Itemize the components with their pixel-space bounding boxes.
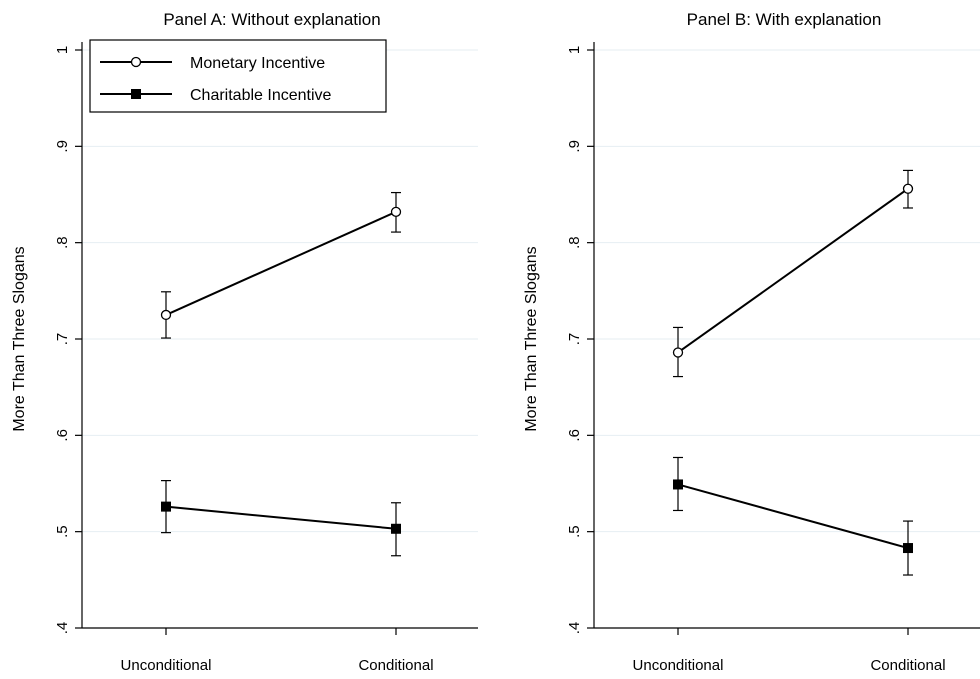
series-line [165, 210, 397, 316]
data-point-circle [160, 309, 172, 321]
x-tick-label: Conditional [870, 657, 945, 674]
y-tick-label: .4 [54, 622, 71, 635]
y-tick-label: .7 [54, 333, 71, 346]
y-tick-label: 1 [566, 46, 583, 54]
data-point-square [673, 479, 683, 490]
data-point-square [391, 523, 401, 534]
legend-box [89, 39, 387, 113]
data-point-circle [902, 183, 914, 194]
legend-label: Monetary Incentive [190, 55, 325, 72]
panel-title: Panel B: With explanation [687, 10, 882, 29]
legend-label: Charitable Incentive [190, 87, 332, 104]
y-tick-label: .5 [566, 525, 583, 538]
y-tick-label: .8 [566, 236, 583, 249]
x-tick-label: Conditional [358, 657, 433, 674]
y-tick-label: .9 [566, 140, 583, 153]
data-point-square [161, 501, 171, 512]
x-tick-label: Unconditional [121, 657, 212, 674]
y-axis-label: More Than Three Slogans [11, 246, 28, 431]
y-tick-label: .9 [54, 140, 71, 153]
data-point-circle [390, 206, 402, 217]
y-tick-label: .4 [566, 622, 583, 635]
data-point-square [903, 543, 913, 554]
y-tick-label: .6 [566, 429, 583, 442]
y-tick-label: .7 [566, 333, 583, 346]
y-tick-label: .6 [54, 429, 71, 442]
series-line [677, 187, 909, 354]
legend-marker-square [131, 89, 141, 99]
y-tick-label: 1 [54, 46, 71, 54]
panel-title: Panel A: Without explanation [163, 10, 380, 29]
legend-marker-circle [130, 56, 142, 68]
y-tick-label: .5 [54, 525, 71, 538]
y-axis-label: More Than Three Slogans [523, 246, 540, 431]
data-point-circle [672, 347, 684, 358]
series-line [165, 505, 397, 530]
y-tick-label: .8 [54, 236, 71, 249]
x-tick-label: Unconditional [633, 657, 724, 674]
series-line [677, 483, 909, 550]
